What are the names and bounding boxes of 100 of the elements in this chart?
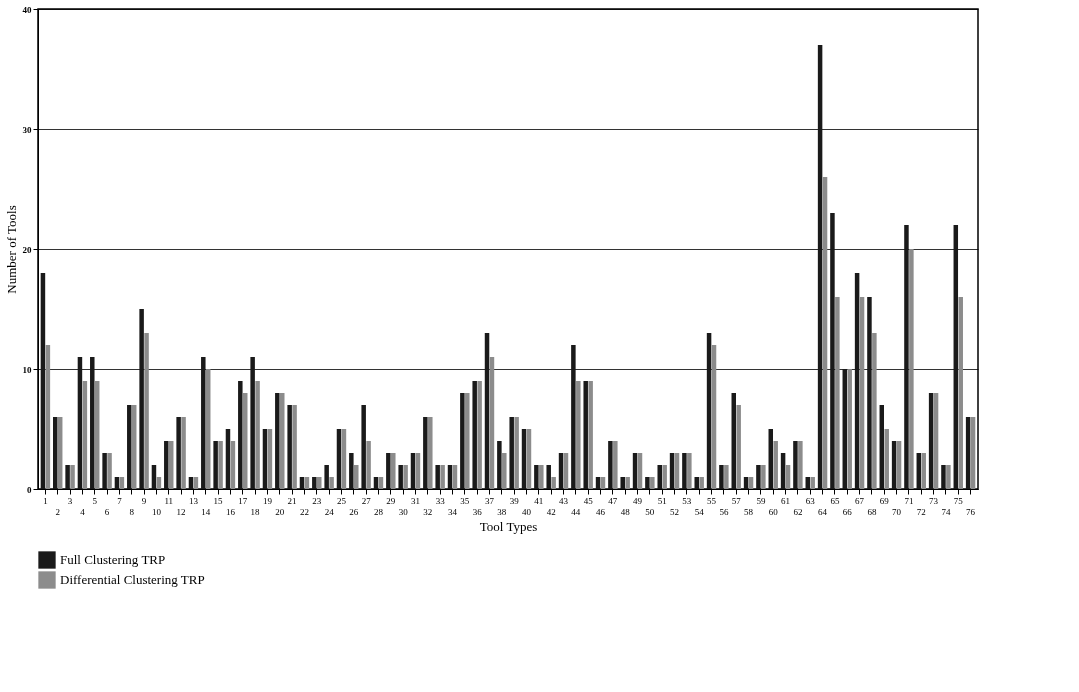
x-tick-label: 73: [929, 495, 939, 506]
bar: [181, 417, 186, 489]
bar: [620, 477, 625, 489]
y-tick-label: 40: [22, 4, 32, 15]
bar: [107, 453, 112, 489]
x-tick-label: 20: [275, 506, 285, 517]
bar: [867, 297, 872, 489]
x-tick-label: 28: [373, 506, 384, 517]
bar: [509, 417, 514, 489]
x-tick-label: 47: [608, 495, 618, 506]
x-tick-label: 71: [904, 495, 914, 506]
bar: [773, 441, 778, 489]
x-tick-label: 13: [188, 495, 199, 506]
bar: [645, 477, 650, 489]
x-tick-label: 7: [117, 495, 123, 506]
x-tick-label: 8: [129, 506, 135, 517]
x-tick-label: 29: [386, 495, 396, 506]
x-tick-label: 54: [694, 506, 705, 517]
x-tick-label: 11: [164, 495, 174, 506]
x-tick-label: 51: [657, 495, 667, 506]
bar: [909, 249, 914, 489]
bar: [835, 297, 840, 489]
x-tick-label: 57: [731, 495, 742, 506]
x-tick-label: 72: [916, 506, 926, 517]
bar: [90, 357, 95, 489]
x-tick-label: 76: [966, 506, 976, 517]
bar: [736, 405, 741, 489]
x-tick-label: 64: [818, 506, 828, 517]
y-axis-title: Number of Tools: [3, 205, 19, 294]
bar: [201, 357, 206, 489]
x-tick-label: 69: [879, 495, 890, 506]
x-tick-label: 30: [398, 506, 409, 517]
y-tick-label: 10: [22, 364, 32, 375]
x-axis-title: Tool Types: [479, 518, 538, 534]
x-tick-label: 17: [238, 495, 248, 506]
bar: [847, 369, 852, 489]
bar: [571, 345, 576, 489]
x-tick-label: 15: [213, 495, 224, 506]
x-tick-label: 27: [361, 495, 372, 506]
bar: [921, 453, 926, 489]
bar: [213, 441, 218, 489]
bar: [941, 465, 946, 489]
bar: [650, 477, 655, 489]
x-tick-label: 65: [830, 495, 840, 506]
x-tick-label: 23: [312, 495, 322, 506]
bar: [534, 465, 539, 489]
x-tick-label: 36: [472, 506, 483, 517]
y-tick-label: 0: [27, 484, 32, 495]
bar: [255, 381, 260, 489]
x-tick-label: 60: [768, 506, 779, 517]
bar: [588, 381, 593, 489]
x-tick-label: 42: [546, 506, 556, 517]
x-tick-label: 66: [842, 506, 853, 517]
x-tick-label: 74: [941, 506, 951, 517]
x-tick-label: 24: [324, 506, 335, 517]
x-tick-label: 44: [571, 506, 581, 517]
x-tick-label: 31: [410, 495, 420, 506]
bar: [102, 453, 107, 489]
x-tick-label: 43: [559, 495, 569, 506]
x-tick-label: 39: [509, 495, 520, 506]
bar: [724, 465, 729, 489]
y-tick-label: 30: [22, 124, 32, 135]
bar: [164, 441, 169, 489]
bar: [238, 381, 243, 489]
x-tick-label: 5: [92, 495, 98, 506]
bar: [884, 429, 889, 489]
bar: [275, 393, 280, 489]
bar: [539, 465, 544, 489]
x-tick-label: 16: [225, 506, 236, 517]
bar: [497, 441, 502, 489]
x-tick-label: 1: [43, 495, 48, 506]
bar: [386, 453, 391, 489]
x-tick-label: 18: [250, 506, 261, 517]
x-tick-label: 59: [756, 495, 766, 506]
bar: [361, 405, 366, 489]
legend-label: Full Clustering TRP: [60, 552, 166, 567]
x-tick-label: 4: [80, 506, 86, 517]
bar: [435, 465, 440, 489]
x-tick-label: 52: [670, 506, 680, 517]
x-tick-label: 58: [744, 506, 754, 517]
bar: [583, 381, 588, 489]
bar: [329, 477, 334, 489]
bar: [53, 417, 58, 489]
legend-label: Differential Clustering TRP: [60, 572, 205, 587]
x-tick-label: 46: [596, 506, 606, 517]
bar: [218, 441, 223, 489]
x-tick-label: 53: [682, 495, 692, 506]
x-tick-label: 68: [867, 506, 877, 517]
x-tick-label: 32: [423, 506, 433, 517]
bar: [682, 453, 687, 489]
x-tick-label: 61: [781, 495, 791, 506]
bar: [440, 465, 445, 489]
bar: [423, 417, 428, 489]
x-tick-label: 49: [633, 495, 643, 506]
x-tick-label: 14: [201, 506, 211, 517]
x-tick-label: 35: [460, 495, 470, 506]
x-tick-label: 63: [805, 495, 816, 506]
x-tick-label: 10: [151, 506, 162, 517]
bar: [139, 309, 144, 489]
bar: [958, 297, 963, 489]
